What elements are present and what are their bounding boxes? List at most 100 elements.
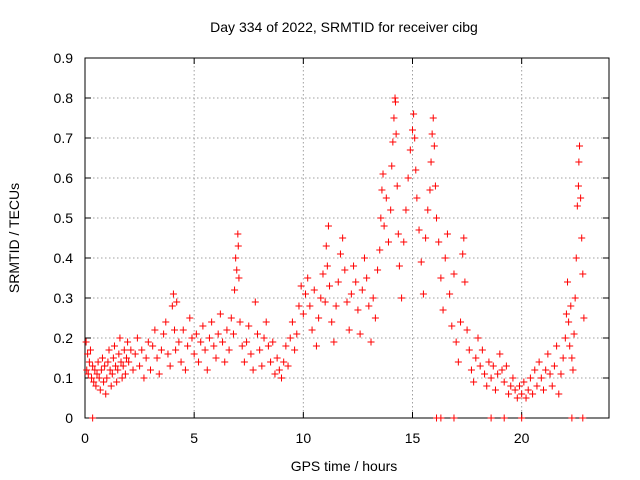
data-point xyxy=(203,366,211,374)
data-point xyxy=(208,318,216,326)
data-point xyxy=(580,314,588,322)
y-tick-label: 0.8 xyxy=(54,90,74,106)
data-point xyxy=(413,194,421,202)
data-point xyxy=(88,374,96,382)
data-point xyxy=(411,134,419,142)
data-point xyxy=(384,238,392,246)
data-point xyxy=(112,362,120,370)
data-point xyxy=(100,378,108,386)
data-point xyxy=(406,146,414,154)
y-tick-label: 0.3 xyxy=(54,290,74,306)
data-point xyxy=(275,366,283,374)
data-point xyxy=(496,350,504,358)
axis-ticks xyxy=(84,57,609,419)
data-point xyxy=(505,390,513,398)
data-point xyxy=(487,414,495,422)
data-point xyxy=(579,414,587,422)
data-point xyxy=(173,298,181,306)
data-point xyxy=(195,358,203,366)
data-point xyxy=(485,358,493,366)
data-point xyxy=(511,386,519,394)
data-point xyxy=(312,342,320,350)
data-point xyxy=(323,262,331,270)
data-point xyxy=(382,194,390,202)
data-point xyxy=(295,302,303,310)
plot-frame xyxy=(84,57,610,419)
data-point xyxy=(427,158,435,166)
data-point xyxy=(435,238,443,246)
data-point xyxy=(544,350,552,358)
data-point xyxy=(186,314,194,322)
data-point xyxy=(568,354,576,362)
data-point xyxy=(400,238,408,246)
data-point xyxy=(113,378,121,386)
tick-labels: 0 0.1 0.2 0.3 0.4 0.5 0.6 0.7 0.8 0.9 0 5 10 15 20 xyxy=(54,50,530,446)
data-point xyxy=(548,382,556,390)
data-point xyxy=(221,358,229,366)
data-point xyxy=(415,226,423,234)
data-point xyxy=(149,342,157,350)
data-point xyxy=(500,414,508,422)
data-point xyxy=(334,278,342,286)
data-point xyxy=(389,138,397,146)
y-tick-label: 0.5 xyxy=(54,210,74,226)
data-point xyxy=(190,350,198,358)
data-point xyxy=(535,358,543,366)
data-point xyxy=(291,346,299,354)
data-point xyxy=(240,358,248,366)
data-point xyxy=(288,318,296,326)
data-point xyxy=(564,278,572,286)
data-point xyxy=(101,362,109,370)
data-point xyxy=(172,346,180,354)
data-point xyxy=(93,370,101,378)
data-point xyxy=(518,414,526,422)
data-point xyxy=(157,346,165,354)
data-point xyxy=(166,362,174,370)
data-point xyxy=(461,278,469,286)
data-point xyxy=(85,358,93,366)
data-point xyxy=(576,142,584,150)
data-point xyxy=(476,362,484,370)
data-point xyxy=(98,354,106,362)
data-point xyxy=(470,378,478,386)
y-tick-label: 0.9 xyxy=(54,50,74,66)
data-point xyxy=(138,346,146,354)
data-point xyxy=(498,366,506,374)
data-point xyxy=(310,286,318,294)
data-point xyxy=(155,370,163,378)
x-tick-label: 10 xyxy=(296,430,312,446)
data-point xyxy=(129,366,137,374)
data-point xyxy=(350,262,358,270)
data-point xyxy=(363,274,371,282)
data-point xyxy=(238,342,246,350)
data-point xyxy=(524,386,532,394)
data-point xyxy=(448,322,456,330)
data-point xyxy=(341,266,349,274)
x-tick-label: 0 xyxy=(81,430,89,446)
data-point xyxy=(273,354,281,362)
data-point xyxy=(540,386,547,394)
data-point xyxy=(439,306,447,314)
data-point xyxy=(566,342,574,350)
y-axis-label: SRMTID / TECUs xyxy=(6,183,22,293)
data-point xyxy=(210,342,218,350)
data-point xyxy=(175,338,183,346)
data-point xyxy=(365,302,373,310)
data-point xyxy=(121,370,129,378)
data-point xyxy=(345,326,353,334)
data-point xyxy=(89,414,97,422)
data-point xyxy=(417,258,425,266)
data-point xyxy=(409,126,416,134)
data-point xyxy=(369,294,377,302)
data-point xyxy=(568,414,576,422)
data-point xyxy=(267,358,275,366)
data-point xyxy=(306,302,314,310)
data-point xyxy=(103,374,111,382)
data-point xyxy=(234,230,242,238)
data-point xyxy=(188,334,196,342)
data-point xyxy=(474,334,482,342)
data-point xyxy=(572,254,580,262)
data-point xyxy=(83,366,91,374)
